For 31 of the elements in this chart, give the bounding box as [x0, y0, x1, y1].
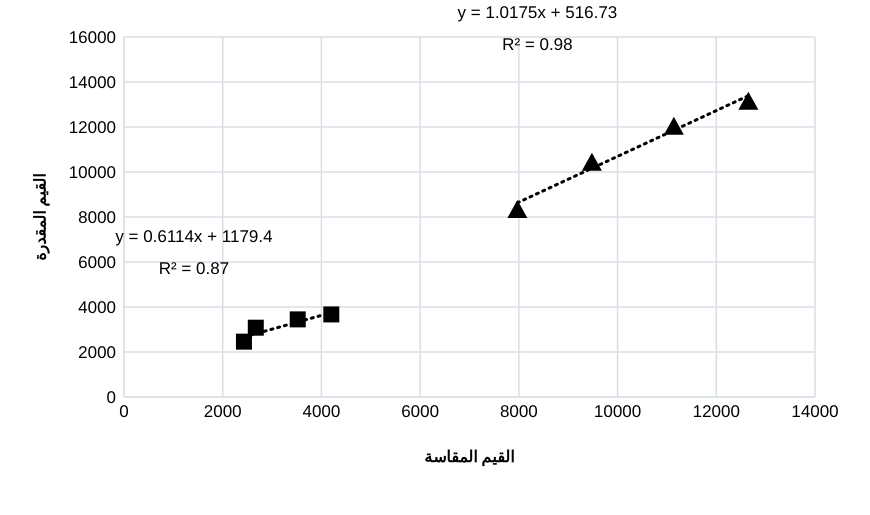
point: [290, 311, 306, 328]
point: [582, 152, 602, 171]
x-tick-label: 14000: [791, 402, 839, 422]
point: [738, 92, 758, 110]
point: [248, 320, 264, 336]
point: [236, 334, 252, 350]
x-tick-label: 10000: [594, 402, 642, 422]
y-tick-label: 12000: [68, 118, 116, 138]
y-tick-label: 6000: [78, 253, 116, 272]
x-tick-label: 0: [119, 402, 129, 422]
x-tick-label: 4000: [302, 402, 340, 422]
point: [323, 306, 340, 322]
y-tick-label: 16000: [68, 28, 116, 48]
y-tick-label: 8000: [78, 208, 116, 228]
y-tick-label: 10000: [68, 163, 116, 182]
point: [664, 116, 684, 135]
y-tick-label: 4000: [78, 298, 116, 318]
text: y = 1.0175x + 516.73: [456, 2, 618, 23]
y-tick-label: 0: [106, 388, 116, 408]
annotation: R² = 0.87: [158, 258, 230, 278]
annotation: R² = 0.98: [501, 34, 574, 55]
y-axis-title: القيم المقدرة: [32, 173, 51, 261]
annotation: y = 0.6114x + 1179.4: [115, 226, 273, 246]
x-tick-label: 2000: [204, 402, 242, 422]
x-tick-label: 12000: [692, 402, 740, 422]
x-tick-label: 6000: [401, 402, 440, 422]
x-axis-title: القيم المقاسة: [424, 449, 515, 467]
point: [507, 200, 528, 218]
y-tick-label: 14000: [68, 73, 116, 92]
x-tick-label: 8000: [500, 402, 538, 422]
y-tick-label: 2000: [78, 343, 116, 362]
